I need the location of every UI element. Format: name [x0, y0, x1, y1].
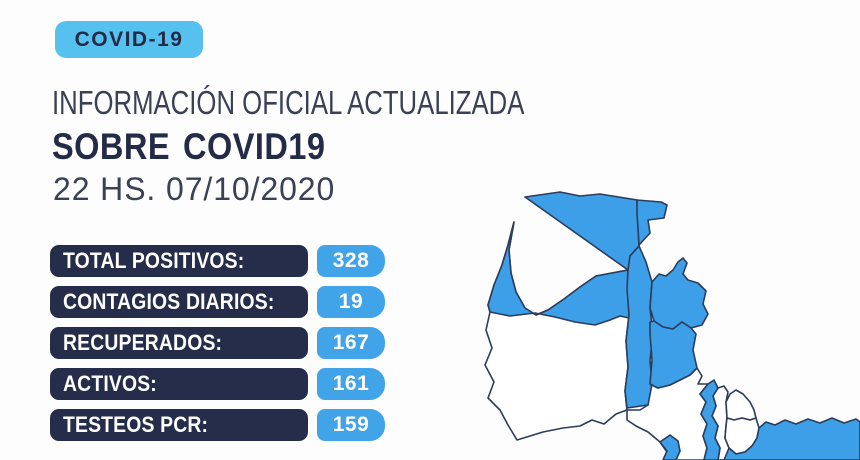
- map-region-center-east: [649, 257, 709, 330]
- stat-row-contagios-diarios: CONTAGIOS DIARIOS: 19: [50, 286, 385, 318]
- map-region-center-strip: [624, 245, 654, 409]
- stat-value-contagios-diarios: 19: [317, 286, 385, 318]
- map-region-southeast-upper: [725, 389, 757, 421]
- page-title: INFORMACIÓN OFICIAL ACTUALIZADA: [52, 84, 525, 121]
- map-region-bottom-left: [659, 434, 681, 460]
- map-region-northeast: [636, 199, 668, 246]
- timestamp: 22 HS. 07/10/2020: [53, 171, 336, 207]
- stat-value-total-positivos: 328: [317, 245, 385, 277]
- map-region-bottom-right: [719, 417, 860, 460]
- stat-label-recuperados: RECUPERADOS:: [50, 327, 308, 359]
- covid-badge-label: COVID-19: [74, 27, 184, 51]
- stat-label-activos: ACTIVOS:: [50, 368, 308, 400]
- map-region-center-south: [649, 320, 698, 389]
- stat-value-testeos-pcr: 159: [317, 409, 385, 441]
- covid-badge: COVID-19: [55, 21, 203, 58]
- province-map: [480, 170, 860, 460]
- stat-row-testeos-pcr: TESTEOS PCR: 159: [50, 409, 385, 441]
- stat-label-total-positivos: TOTAL POSITIVOS:: [50, 245, 308, 277]
- stat-row-total-positivos: TOTAL POSITIVOS: 328: [50, 245, 385, 277]
- stats-table: TOTAL POSITIVOS: 328 CONTAGIOS DIARIOS: …: [50, 245, 385, 441]
- stat-row-recuperados: RECUPERADOS: 167: [50, 327, 385, 359]
- stat-value-recuperados: 167: [317, 327, 385, 359]
- map-region-bottom-sliver: [699, 379, 721, 460]
- stat-label-testeos-pcr: TESTEOS PCR:: [50, 409, 308, 441]
- map-region-northwest: [487, 191, 640, 326]
- page-subtitle: SOBRE COVID19: [52, 126, 326, 167]
- stat-label-contagios-diarios: CONTAGIOS DIARIOS:: [50, 286, 308, 318]
- stat-value-activos: 161: [317, 368, 385, 400]
- province-map-svg: [484, 191, 860, 460]
- stat-row-activos: ACTIVOS: 161: [50, 368, 385, 400]
